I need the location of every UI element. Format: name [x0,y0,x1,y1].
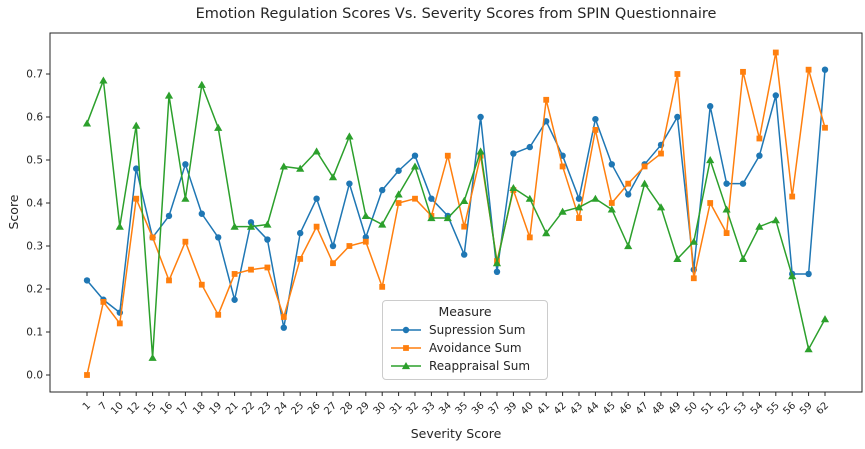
x-tick-label: 50 [683,400,700,417]
x-tick-label: 53 [732,400,749,417]
legend-label: Avoidance Sum [429,341,522,355]
line-triangle-marker-icon [391,362,421,370]
x-tick-label: 15 [142,400,159,417]
y-axis-ticks: 0.0 0.1 0.2 0.3 0.4 0.5 0.6 0.7 [26,69,50,382]
x-tick-label: 19 [208,400,225,417]
x-tick-label: 62 [814,400,831,417]
x-tick-label: 47 [634,400,651,417]
series-reappraisal-sum [82,76,830,361]
series-line [86,51,826,376]
legend-item-reappraisal: Reappraisal Sum [389,357,541,375]
axes-frame [49,32,863,393]
x-tick-label: 41 [536,400,553,417]
x-tick-label: 26 [306,400,323,417]
x-tick-label: 28 [339,400,356,417]
x-tick-label: 46 [618,400,635,417]
x-tick-label: 34 [437,400,454,417]
series-avoidance-sum [84,49,828,378]
chart-title: Emotion Regulation Scores Vs. Severity S… [195,6,717,22]
x-tick-label: 44 [585,400,602,417]
x-tick-label: 7 [97,400,109,412]
legend-label: Supression Sum [429,323,526,337]
x-tick-label: 36 [470,400,487,417]
x-tick-label: 17 [175,400,192,417]
x-tick-label: 30 [372,400,389,417]
x-tick-label: 21 [224,400,241,417]
x-tick-label: 10 [109,400,126,417]
x-tick-label: 37 [486,400,503,417]
x-tick-label: 51 [700,400,717,417]
x-tick-label: 40 [519,400,536,417]
x-tick-label: 23 [257,400,274,417]
x-tick-label: 31 [388,400,405,417]
x-tick-label: 48 [650,400,667,417]
legend-item-avoidance: Avoidance Sum [389,339,541,357]
y-tick-label: 0.3 [26,241,43,253]
x-tick-label: 52 [716,400,733,417]
y-tick-label: 0.0 [26,370,43,382]
x-tick-label: 32 [404,400,421,417]
y-tick-label: 0.6 [26,112,43,124]
line-square-marker-icon [391,345,421,351]
x-tick-label: 29 [355,400,372,417]
x-axis-ticks: 1 7 10 12 15 16 17 18 19 21 22 23 24 25 26 27 28 29 30 31 32… [81,392,831,417]
y-tick-label: 0.7 [26,69,43,81]
x-tick-label: 1 [81,400,93,412]
x-axis-label: Severity Score [410,426,502,441]
line-circle-marker-icon [391,326,421,334]
x-tick-label: 25 [290,400,307,417]
x-tick-label: 24 [273,400,290,417]
x-tick-label: 59 [798,400,815,417]
series-line [86,69,826,329]
x-tick-label: 16 [158,400,175,417]
y-tick-label: 0.1 [26,327,43,339]
x-tick-label: 56 [782,400,799,417]
legend-title: Measure [438,304,492,319]
legend-label: Reappraisal Sum [429,359,531,373]
series-line [86,79,826,359]
x-tick-label: 27 [322,400,339,417]
legend-item-supression: Supression Sum [389,321,541,339]
x-tick-label: 39 [503,400,520,417]
x-tick-label: 43 [568,400,585,417]
series-supression-sum [83,66,829,331]
x-tick-label: 55 [765,400,782,417]
y-tick-label: 0.5 [26,155,43,167]
y-tick-label: 0.4 [26,198,43,210]
x-tick-label: 54 [749,400,766,417]
x-tick-label: 42 [552,400,569,417]
legend: Measure Supression Sum Avoidance Sum Rea… [382,300,548,380]
y-tick-label: 0.2 [26,284,43,296]
x-tick-label: 12 [126,400,143,417]
x-tick-label: 18 [191,400,208,417]
x-tick-label: 45 [601,400,618,417]
x-tick-label: 33 [421,400,438,417]
x-tick-label: 35 [454,400,471,417]
x-tick-label: 22 [240,400,257,417]
x-tick-label: 49 [667,400,684,417]
